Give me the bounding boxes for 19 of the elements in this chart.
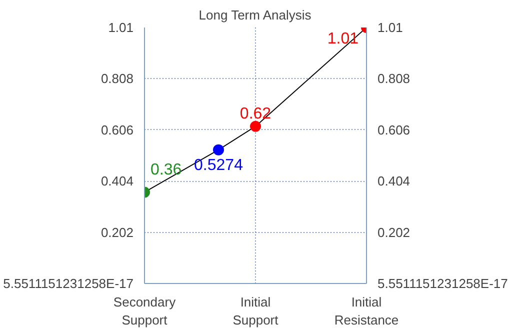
y-tick-label: 0.202 [100, 224, 134, 240]
data-label: 0.36 [150, 161, 182, 178]
y-tick-label: 1.01 [108, 20, 134, 35]
x-tick-label: Initial Support [232, 294, 279, 328]
chart-title: Long Term Analysis [198, 8, 312, 22]
y-tick-label: 0.404 [100, 174, 134, 189]
y2-tick-label: 0.606 [378, 122, 410, 138]
y-tick-label: 5.5511151231258E-17 [3, 276, 134, 291]
x-tick-label: Initial Resistance [334, 294, 399, 328]
y2-tick-label: 0.808 [378, 71, 410, 86]
y-tick-label: 0.606 [100, 122, 134, 138]
y2-tick-label: 0.202 [378, 224, 410, 240]
x-tick-label: Secondary Support [113, 294, 176, 328]
y2-tick-label: 0.404 [378, 174, 410, 189]
y2-tick-label: 1.01 [378, 20, 403, 35]
y2-tick-label: 5.5511151231258E-17 [378, 276, 508, 291]
data-label: 0.5274 [194, 156, 244, 174]
data-label: 0.62 [240, 105, 272, 122]
y-tick-label: 0.808 [100, 71, 134, 86]
